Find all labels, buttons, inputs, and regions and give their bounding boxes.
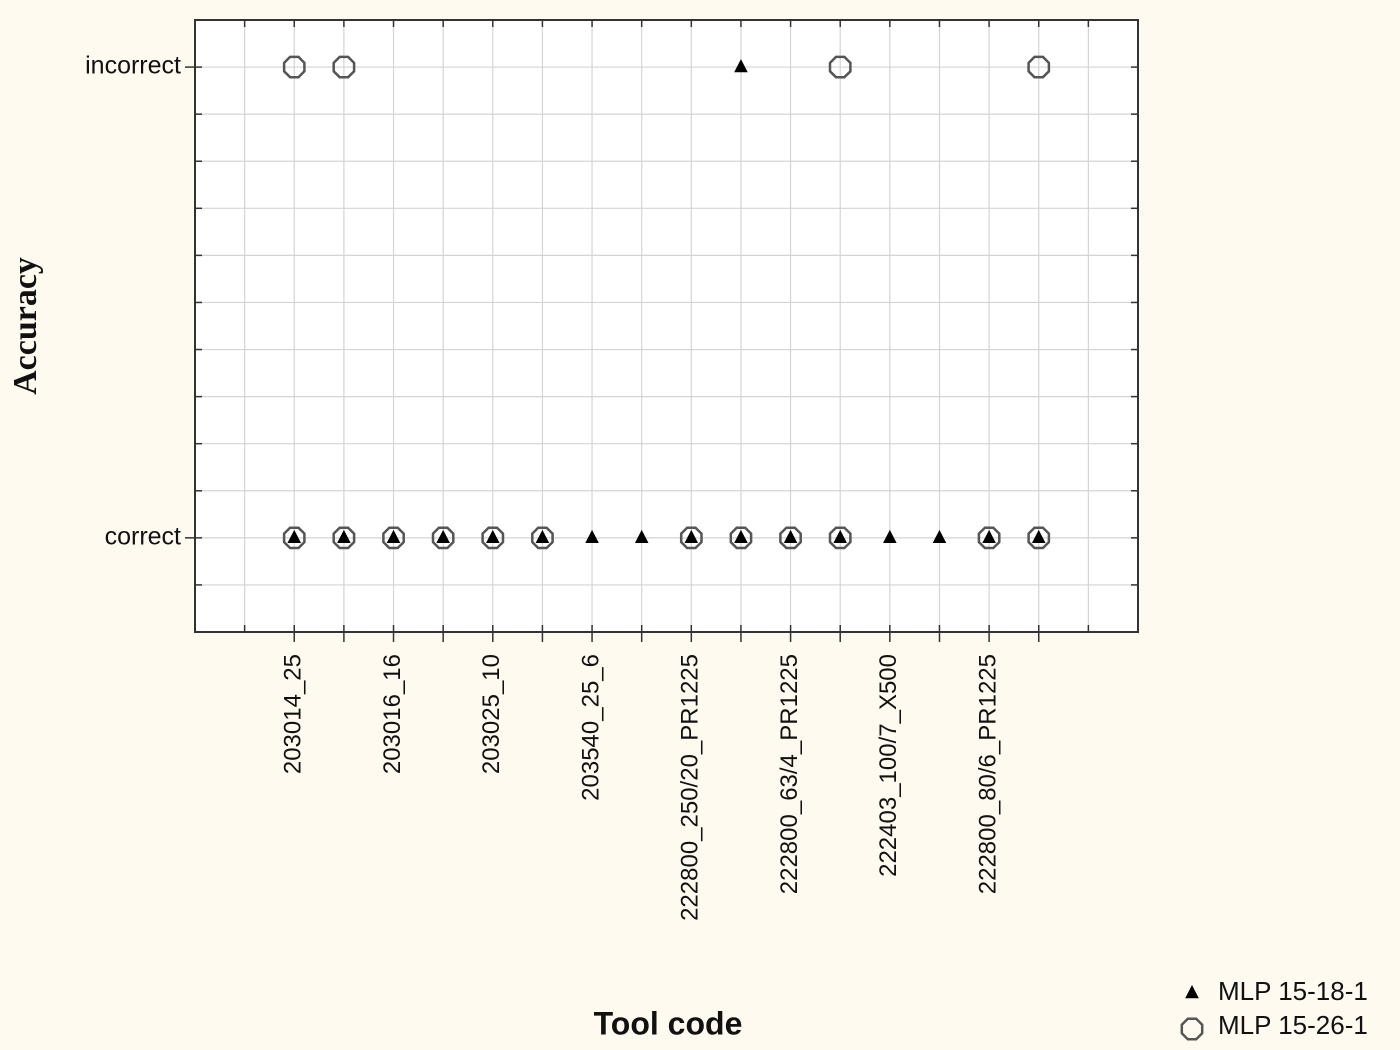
point xyxy=(386,529,401,544)
point xyxy=(729,526,753,550)
point xyxy=(1027,526,1051,550)
point xyxy=(332,526,356,550)
point xyxy=(982,529,996,544)
point xyxy=(734,59,748,73)
x-axis-title: Tool code xyxy=(594,1005,743,1041)
point xyxy=(828,55,852,79)
point xyxy=(332,55,356,79)
point xyxy=(779,526,802,550)
point xyxy=(634,529,649,544)
x-tick-label: 222800_80/6_PR1225 xyxy=(974,654,1001,894)
point xyxy=(287,529,302,544)
x-tick-label: 203025_10 xyxy=(478,654,505,774)
x-tick-label: 203540_25_6 xyxy=(577,654,604,801)
point xyxy=(382,526,405,550)
point xyxy=(977,526,1001,550)
y-axis-title: Accuracy xyxy=(7,257,44,395)
y-tick-label: correct xyxy=(105,522,181,550)
legend-marker xyxy=(1185,985,1199,999)
point xyxy=(1031,529,1046,544)
point xyxy=(531,526,554,550)
point xyxy=(828,526,852,550)
point xyxy=(883,529,897,544)
point xyxy=(337,529,351,544)
point xyxy=(481,526,505,550)
point xyxy=(436,529,450,544)
point xyxy=(485,529,500,544)
point xyxy=(431,526,455,550)
point xyxy=(679,526,703,550)
x-tick-label: 222403_100/7_X500 xyxy=(875,654,902,877)
point xyxy=(932,529,947,544)
point xyxy=(535,529,550,544)
y-tick-label: incorrect xyxy=(85,52,181,80)
point xyxy=(282,55,306,79)
legend-label: MLP 15-26-1 xyxy=(1218,1010,1368,1040)
point xyxy=(734,529,748,544)
point xyxy=(585,529,599,544)
x-tick-label: 222800_63/4_PR1225 xyxy=(776,654,803,894)
legend-label: MLP 15-18-1 xyxy=(1218,976,1368,1006)
point xyxy=(684,529,699,544)
point xyxy=(282,526,306,550)
plot-area xyxy=(195,20,1138,632)
x-tick-label: 222800_250/20_PR1225 xyxy=(677,654,704,921)
point xyxy=(833,529,848,544)
x-tick-label: 203016_16 xyxy=(379,654,406,774)
point xyxy=(783,529,798,544)
legend-marker xyxy=(1180,1017,1204,1041)
x-tick-label: 203014_25 xyxy=(280,654,307,774)
plot-border xyxy=(194,19,1139,633)
point xyxy=(1027,55,1051,79)
